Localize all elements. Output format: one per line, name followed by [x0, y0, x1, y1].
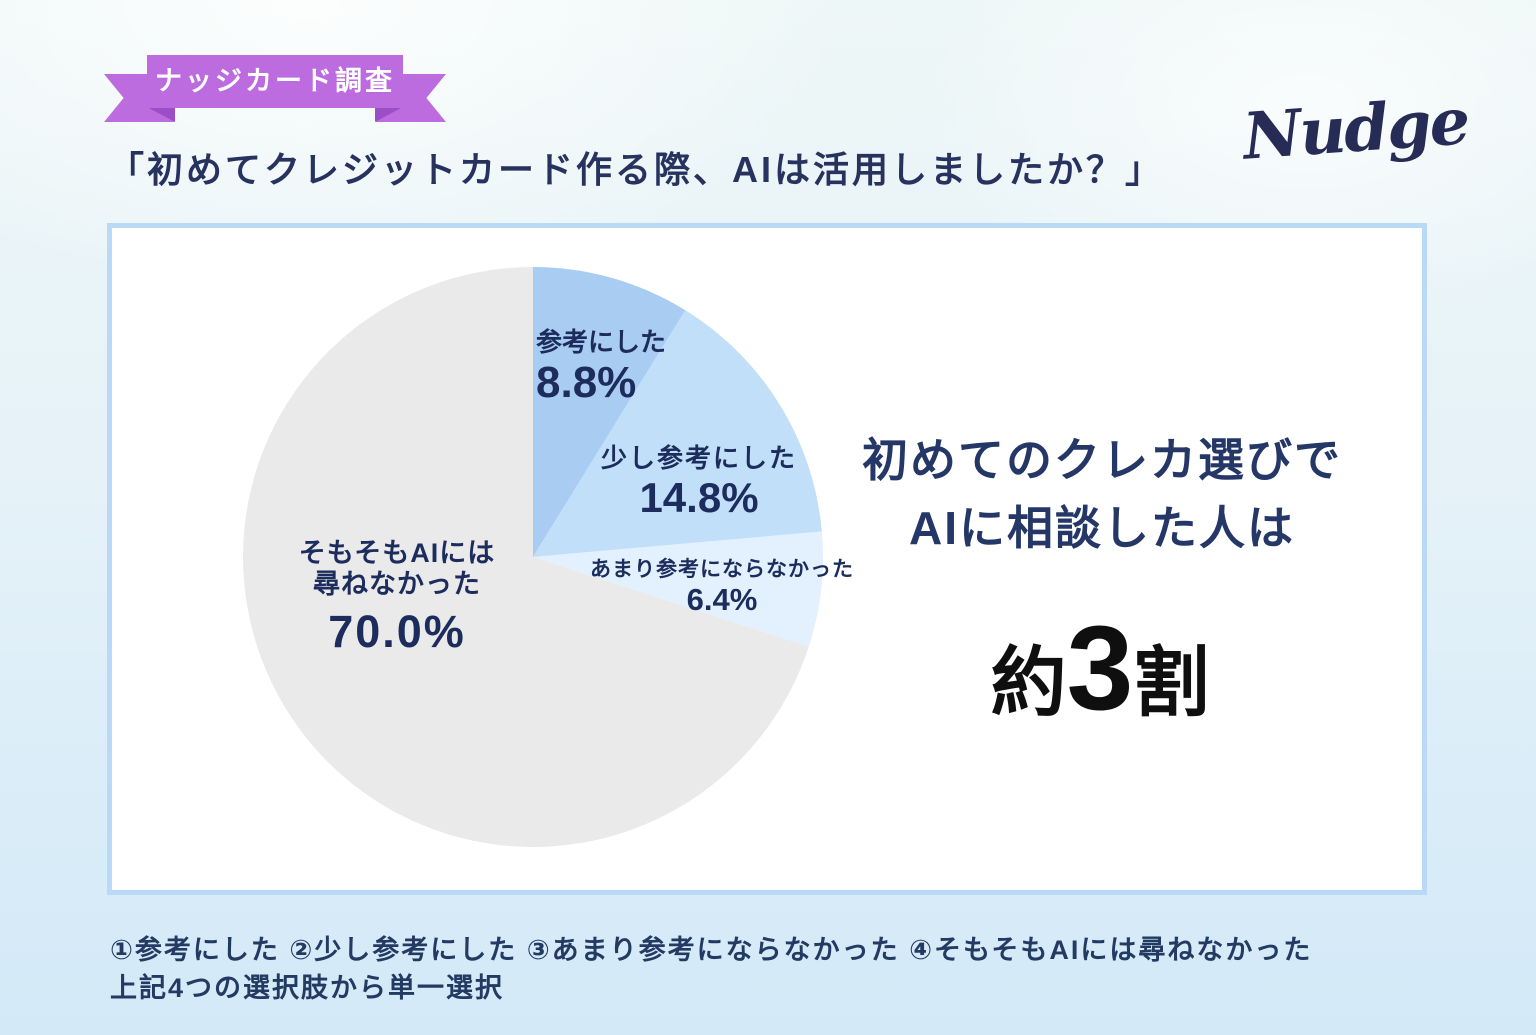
pie-label-did-not-ask-line2: 尋ねなかった — [313, 569, 481, 600]
nudge-logo: Nudge — [1240, 84, 1471, 175]
pie-label-referenced-text: 参考にした — [536, 327, 667, 357]
pie-slice-2 — [533, 531, 823, 647]
pie-slice-1 — [533, 310, 822, 557]
pie-label-did-not-ask-line1: そもそもAIには — [298, 538, 496, 568]
survey-badge-label: ナッジカード調査 — [147, 55, 403, 108]
page-title: 「初めてクレジットカード作る際、AIは活用しましたか？」 — [108, 149, 1165, 190]
pie-label-not-helpful: あまり参考にならなかった 6.4% — [590, 558, 854, 618]
pie-label-referenced-percent: 8.8% — [536, 357, 637, 407]
pie-slice-0 — [533, 267, 686, 557]
highlight-big-figure: 約3割 — [990, 601, 1210, 735]
footnote-options: ①参考にした ②少し参考にした ③あまり参考にならなかった ④そもそもAIには尋… — [110, 935, 1313, 965]
highlight-line-2: AIに相談した人は — [909, 502, 1295, 554]
pie-label-did-not-ask-percent: 70.0% — [328, 606, 466, 658]
footnote-method: 上記4つの選択肢から単一選択 — [110, 973, 505, 1003]
pie-label-referenced-a-little-percent: 14.8% — [639, 473, 759, 521]
pie-label-referenced-a-little-text: 少し参考にした — [600, 443, 798, 473]
pie-label-did-not-ask: そもそもAIには 尋ねなかった 70.0% — [299, 538, 495, 658]
pie-label-referenced-a-little: 少し参考にした 14.8% — [600, 443, 798, 522]
pie-label-not-helpful-text: あまり参考にならなかった — [590, 558, 854, 581]
pie-label-not-helpful-percent: 6.4% — [686, 582, 758, 618]
pie-label-referenced: 参考にした 8.8% — [536, 327, 667, 408]
pie-slice-3 — [243, 267, 809, 847]
pie-chart-svg — [243, 267, 823, 847]
highlight-line-1: 初めてのクレカ選びで — [862, 434, 1342, 486]
